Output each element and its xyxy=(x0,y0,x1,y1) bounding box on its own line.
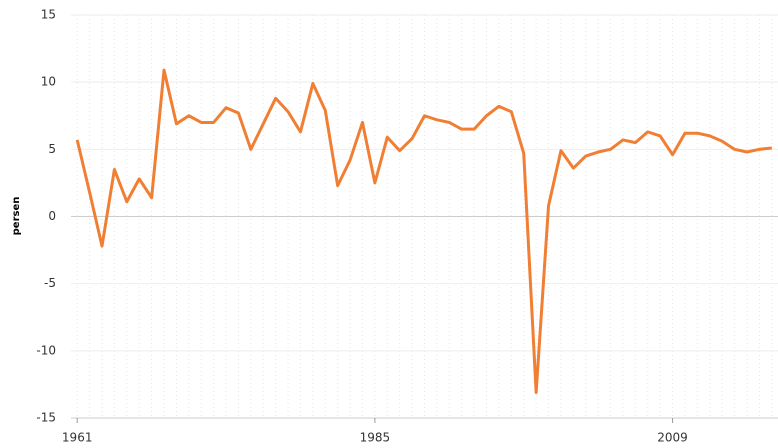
y-tick-label: 15 xyxy=(41,8,56,22)
x-tick-label: 1961 xyxy=(62,431,93,445)
y-axis-label: persen xyxy=(11,197,22,236)
y-tick-label: -15 xyxy=(36,411,56,425)
y-tick-label: -5 xyxy=(44,276,56,290)
y-tick-label: 0 xyxy=(48,209,56,223)
y-tick-label: 10 xyxy=(41,75,56,89)
y-tick-label: -10 xyxy=(36,343,56,357)
line-series xyxy=(75,68,772,394)
y-tick-label: 5 xyxy=(48,142,56,156)
x-tick-label: 2009 xyxy=(657,431,688,445)
x-tick-label: 1985 xyxy=(360,431,391,445)
